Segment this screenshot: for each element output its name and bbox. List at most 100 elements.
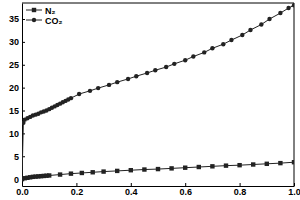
marker-group [145, 71, 149, 75]
point [197, 165, 201, 169]
y-tick-label: 0 [14, 175, 19, 185]
x-axis: 0.00.20.40.60.81.0 [16, 183, 300, 197]
x-tick: 1.0 [288, 183, 300, 197]
marker-group [69, 171, 73, 175]
x-tick-label: 1.0 [288, 187, 300, 197]
marker-group [172, 62, 176, 66]
marker-group [169, 166, 173, 170]
marker-group [107, 83, 111, 87]
x-axis-line [23, 186, 295, 187]
marker-group [88, 89, 92, 93]
legend-marker [32, 18, 36, 22]
point [292, 3, 294, 7]
marker-group [224, 163, 228, 167]
marker-group [237, 163, 241, 167]
y-tick-label: 10 [9, 129, 19, 139]
marker-group [202, 50, 206, 54]
marker-group [251, 162, 255, 166]
marker-group [278, 11, 282, 15]
point [115, 169, 119, 173]
marker-group [115, 169, 119, 173]
legend-label: N₂ [45, 6, 56, 16]
plot: 0.00.20.40.60.81.005101520253035N₂CO₂ [9, 3, 300, 197]
point [58, 172, 62, 176]
legend-marker-group [32, 18, 36, 22]
x-tick: 0.6 [179, 183, 192, 197]
y-tick-mark [22, 19, 25, 20]
x-tick-mark [185, 183, 186, 186]
marker-group [91, 170, 95, 174]
point [259, 22, 263, 26]
y-tick-label: 15 [9, 106, 19, 116]
legend: N₂CO₂ [26, 6, 63, 26]
marker-group [278, 161, 282, 165]
x-tick-mark [294, 183, 295, 186]
point [77, 92, 81, 96]
point [251, 162, 255, 166]
y-tick: 30 [9, 37, 25, 47]
y-tick-label: 30 [9, 37, 19, 47]
point [80, 171, 84, 175]
point [248, 28, 252, 32]
legend-marker [32, 8, 36, 12]
marker-group [229, 38, 233, 42]
marker-group [210, 46, 214, 50]
point [237, 163, 241, 167]
x-tick-label: 0.0 [16, 187, 29, 197]
series-line [22, 162, 294, 179]
x-tick-label: 0.2 [71, 187, 84, 197]
point [202, 50, 206, 54]
y-tick-mark [22, 42, 25, 43]
point [267, 17, 271, 21]
y-tick-label: 25 [9, 60, 19, 70]
x-tick: 0.8 [234, 183, 247, 197]
point [153, 68, 157, 72]
x-tick-mark [131, 183, 132, 186]
point [221, 42, 225, 46]
point [156, 167, 160, 171]
y-tick: 0 [14, 175, 25, 185]
point [107, 83, 111, 87]
y-tick-mark [22, 65, 25, 66]
marker-group [248, 28, 252, 32]
point [145, 71, 149, 75]
point [191, 54, 195, 58]
marker-group [134, 74, 138, 78]
chart: 0.00.20.40.60.81.005101520253035N₂CO₂ [0, 0, 300, 200]
legend-label: CO₂ [45, 16, 63, 26]
point [96, 86, 100, 90]
legend-entry: N₂ [26, 6, 56, 16]
marker-group [77, 92, 81, 96]
x-tick-mark [240, 183, 241, 186]
marker-group [115, 80, 119, 84]
marker-group [101, 169, 105, 173]
point [69, 171, 73, 175]
point [278, 161, 282, 165]
x-tick: 0.2 [71, 183, 84, 197]
y-tick: 20 [9, 83, 25, 93]
point [286, 6, 290, 10]
y-tick-mark [22, 88, 25, 89]
point [126, 77, 130, 81]
point [22, 177, 24, 181]
point [91, 170, 95, 174]
marker-group [183, 166, 187, 170]
x-tick-label: 0.8 [234, 187, 247, 197]
marker-group [265, 162, 269, 166]
marker-group [129, 168, 133, 172]
marker-group [142, 167, 146, 171]
marker-group [191, 54, 195, 58]
legend-entry: CO₂ [26, 16, 63, 26]
y-tick: 5 [14, 152, 25, 162]
point [69, 96, 73, 100]
y-tick-label: 20 [9, 83, 19, 93]
point [240, 33, 244, 37]
point [115, 80, 119, 84]
marker-group [267, 17, 271, 21]
point [183, 58, 187, 62]
marker-group [80, 171, 84, 175]
marker-group [292, 3, 294, 7]
marker-group [210, 164, 214, 168]
point [129, 168, 133, 172]
point [265, 162, 269, 166]
